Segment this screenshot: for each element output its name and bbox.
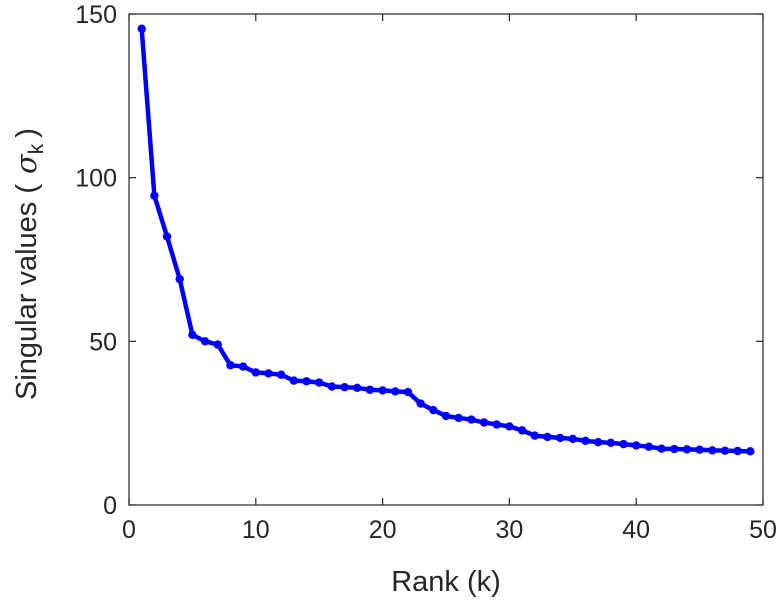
data-point	[568, 434, 577, 444]
data-point	[467, 415, 476, 424]
data-point	[708, 446, 717, 455]
y-axis-title-subscript: k	[25, 143, 48, 154]
y-axis-title-suffix: )	[11, 128, 43, 138]
data-point	[150, 191, 159, 200]
y-tick-label: 150	[75, 1, 117, 29]
y-tick-label: 100	[75, 165, 117, 193]
data-point	[682, 445, 692, 454]
data-point	[454, 413, 463, 423]
y-axis-title: Singular values ( σk)	[9, 128, 48, 400]
x-tick-label: 30	[495, 516, 523, 544]
data-point	[606, 438, 616, 448]
data-point	[226, 361, 235, 370]
data-point	[581, 436, 590, 446]
data-point	[746, 447, 755, 456]
y-axis-title-prefix: Singular values (	[11, 184, 43, 400]
data-point	[378, 386, 387, 395]
data-point	[695, 445, 704, 454]
data-point	[137, 24, 146, 33]
data-point	[441, 411, 451, 421]
data-point	[429, 405, 438, 415]
data-point	[543, 432, 552, 442]
data-point	[644, 442, 654, 451]
x-tick-label: 20	[369, 516, 397, 544]
data-point	[403, 387, 413, 397]
x-tick-label: 10	[242, 516, 270, 544]
data-point	[188, 330, 197, 339]
data-point	[200, 337, 210, 346]
y-axis-ticks: 0 50 100 150	[75, 1, 763, 520]
data-point	[315, 378, 324, 387]
data-point	[416, 399, 425, 408]
data-point	[162, 232, 172, 241]
data-point	[479, 418, 489, 427]
data-point	[391, 387, 400, 396]
data-point	[619, 439, 628, 449]
data-point	[492, 420, 501, 429]
data-point	[632, 441, 641, 450]
data-point	[365, 385, 375, 394]
data-point	[289, 376, 299, 385]
y-tick-label: 0	[103, 492, 117, 520]
data-point	[175, 274, 184, 284]
data-point	[670, 444, 679, 454]
series-layer	[137, 24, 755, 456]
data-point	[517, 426, 527, 435]
plot-area-box	[128, 13, 764, 506]
data-point	[505, 422, 514, 431]
data-point	[353, 383, 362, 393]
data-point	[720, 446, 730, 455]
data-point	[555, 433, 565, 443]
data-point	[238, 362, 248, 371]
data-point	[593, 437, 603, 447]
data-point	[251, 368, 260, 377]
axes	[128, 13, 764, 506]
data-point	[327, 382, 337, 391]
data-point	[213, 340, 222, 349]
data-point	[264, 369, 273, 378]
x-tick-label: 50	[749, 516, 777, 544]
x-axis-ticks: 0 10 20 30 40 50	[122, 14, 777, 544]
data-point	[530, 431, 539, 440]
data-point	[657, 444, 666, 453]
x-tick-label: 0	[122, 516, 136, 544]
x-tick-label: 40	[622, 516, 650, 544]
y-tick-label: 50	[89, 328, 117, 356]
data-point	[340, 382, 349, 392]
data-point	[733, 446, 742, 456]
x-axis-title: Rank (k)	[391, 566, 501, 598]
data-point	[276, 370, 286, 379]
data-point	[302, 377, 311, 386]
y-axis-title-symbol: σ	[9, 153, 43, 174]
